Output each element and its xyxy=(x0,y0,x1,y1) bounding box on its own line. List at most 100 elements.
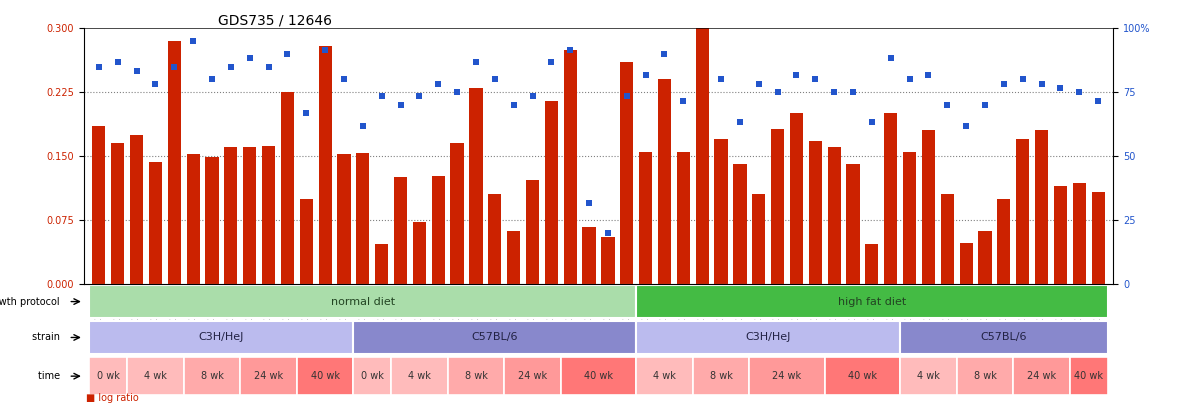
Bar xyxy=(771,129,784,284)
Text: strain: strain xyxy=(32,333,63,343)
Text: growth protocol: growth protocol xyxy=(0,296,63,307)
Point xyxy=(467,59,486,66)
Bar xyxy=(960,243,973,284)
Text: 40 wk: 40 wk xyxy=(310,371,340,381)
Point xyxy=(316,47,335,53)
FancyBboxPatch shape xyxy=(1070,358,1107,395)
Bar xyxy=(469,88,482,284)
Bar xyxy=(243,147,256,284)
Bar xyxy=(885,113,898,284)
FancyBboxPatch shape xyxy=(127,358,183,395)
FancyBboxPatch shape xyxy=(749,358,825,395)
Bar xyxy=(187,154,200,284)
FancyBboxPatch shape xyxy=(183,358,241,395)
Point xyxy=(1070,89,1089,96)
Bar xyxy=(997,198,1010,284)
FancyBboxPatch shape xyxy=(353,321,637,354)
FancyBboxPatch shape xyxy=(560,358,637,395)
Text: C57BL/6: C57BL/6 xyxy=(472,333,518,343)
Bar xyxy=(450,143,463,284)
Bar xyxy=(846,164,859,284)
Bar xyxy=(375,244,388,284)
Point xyxy=(372,93,391,100)
FancyBboxPatch shape xyxy=(900,358,956,395)
Text: time: time xyxy=(38,371,63,381)
Point xyxy=(146,81,165,87)
Point xyxy=(448,89,467,96)
Bar xyxy=(752,194,765,284)
Point xyxy=(183,38,202,45)
Text: 24 wk: 24 wk xyxy=(1027,371,1056,381)
Point xyxy=(165,64,184,70)
FancyBboxPatch shape xyxy=(297,358,353,395)
Text: C3H/HeJ: C3H/HeJ xyxy=(199,333,244,343)
Bar xyxy=(111,143,124,284)
Point xyxy=(598,229,618,236)
FancyBboxPatch shape xyxy=(90,286,637,318)
Bar xyxy=(922,130,935,284)
Text: 40 wk: 40 wk xyxy=(1074,371,1104,381)
Bar xyxy=(299,198,312,284)
Point xyxy=(278,51,297,57)
Text: 24 wk: 24 wk xyxy=(254,371,284,381)
Point xyxy=(523,93,542,100)
Bar xyxy=(281,92,294,284)
Point xyxy=(391,102,411,108)
Point xyxy=(429,81,448,87)
Point xyxy=(900,76,919,83)
Text: 0 wk: 0 wk xyxy=(97,371,120,381)
Text: GDS735 / 12646: GDS735 / 12646 xyxy=(218,13,332,27)
Bar xyxy=(168,41,181,284)
Text: 8 wk: 8 wk xyxy=(710,371,733,381)
Text: 4 wk: 4 wk xyxy=(408,371,431,381)
Text: 0 wk: 0 wk xyxy=(360,371,384,381)
Text: C3H/HeJ: C3H/HeJ xyxy=(746,333,791,343)
Point xyxy=(579,200,598,206)
Point xyxy=(108,59,127,66)
Bar xyxy=(1035,130,1049,284)
Point xyxy=(1051,85,1070,91)
Bar xyxy=(206,157,219,284)
Point xyxy=(409,93,429,100)
FancyBboxPatch shape xyxy=(448,358,504,395)
Text: 8 wk: 8 wk xyxy=(464,371,487,381)
Bar xyxy=(695,28,709,283)
Point xyxy=(768,89,788,96)
Point xyxy=(862,119,881,125)
Text: 4 wk: 4 wk xyxy=(917,371,940,381)
Point xyxy=(241,55,260,62)
Point xyxy=(1032,81,1051,87)
Bar xyxy=(941,194,954,284)
Point xyxy=(881,55,900,62)
Point xyxy=(636,72,655,79)
Bar xyxy=(639,152,652,284)
Point xyxy=(995,81,1014,87)
Text: 8 wk: 8 wk xyxy=(973,371,996,381)
Point xyxy=(202,76,221,83)
FancyBboxPatch shape xyxy=(90,358,127,395)
Bar xyxy=(1073,183,1086,284)
FancyBboxPatch shape xyxy=(900,321,1107,354)
Text: 4 wk: 4 wk xyxy=(654,371,676,381)
Bar xyxy=(715,139,728,284)
Text: C57BL/6: C57BL/6 xyxy=(980,333,1027,343)
Bar xyxy=(1016,139,1029,284)
Point xyxy=(90,64,109,70)
Bar xyxy=(318,46,332,284)
FancyBboxPatch shape xyxy=(1014,358,1070,395)
Bar xyxy=(338,154,351,284)
Point xyxy=(749,81,768,87)
Bar xyxy=(734,164,747,284)
Bar xyxy=(658,79,672,284)
Point xyxy=(937,102,956,108)
Point xyxy=(353,123,372,130)
Point xyxy=(259,64,278,70)
Bar xyxy=(148,162,162,284)
Text: 40 wk: 40 wk xyxy=(847,371,877,381)
Text: 24 wk: 24 wk xyxy=(518,371,547,381)
FancyBboxPatch shape xyxy=(353,358,391,395)
Point xyxy=(297,110,316,117)
Text: ■ log ratio: ■ log ratio xyxy=(86,393,139,403)
Point xyxy=(919,72,938,79)
Bar xyxy=(357,153,370,284)
